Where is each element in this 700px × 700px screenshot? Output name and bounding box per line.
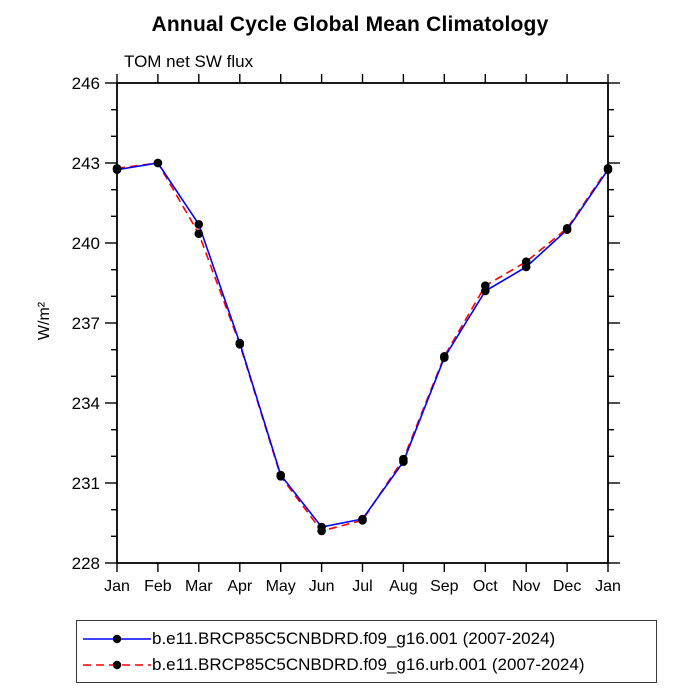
svg-text:234: 234 (72, 394, 100, 413)
svg-text:Oct: Oct (473, 578, 498, 595)
svg-text:237: 237 (72, 314, 100, 333)
svg-text:Jan: Jan (595, 578, 621, 595)
svg-text:Mar: Mar (185, 578, 213, 595)
legend-swatch-dashed-line-icon (83, 660, 151, 669)
chart-subtitle: TOM net SW flux (124, 52, 254, 71)
y-axis-ticks (105, 82, 620, 564)
x-axis-ticks (116, 74, 609, 572)
data-point-marker (317, 526, 326, 536)
legend-row-series-2: b.e11.BRCP85C5CNBDRD.f09_g16.urb.001 (20… (80, 654, 656, 674)
svg-text:231: 231 (72, 474, 100, 493)
svg-text:Feb: Feb (144, 578, 172, 595)
data-point-marker (235, 340, 245, 349)
svg-text:243: 243 (72, 154, 100, 173)
data-point-marker (399, 454, 408, 464)
svg-text:240: 240 (72, 234, 100, 253)
data-point-marker (194, 220, 204, 229)
legend-label-series-1: b.e11.BRCP85C5CNBDRD.f09_g16.001 (2007-2… (152, 628, 556, 648)
svg-text:Nov: Nov (512, 578, 540, 595)
data-point-marker (440, 352, 449, 361)
data-point-marker (276, 472, 286, 481)
svg-text:Dec: Dec (553, 578, 581, 595)
svg-text:Jun: Jun (309, 578, 335, 595)
data-point-marker (481, 281, 490, 291)
svg-text:May: May (266, 578, 296, 595)
legend-label-series-2: b.e11.BRCP85C5CNBDRD.f09_g16.urb.001 (20… (152, 654, 585, 674)
x-axis-tick-labels: Jan Feb Mar Apr May Jun Jul Aug Sep Oct Nov Dec Jan (104, 578, 621, 595)
svg-text:246: 246 (72, 74, 100, 93)
data-point-marker (153, 158, 163, 168)
y-axis-tick-labels: 228 231 234 237 240 243 246 (72, 74, 100, 573)
svg-text:Jul: Jul (352, 578, 372, 595)
svg-text:Sep: Sep (430, 578, 459, 595)
data-point-marker (521, 257, 531, 267)
legend-row-series-1: b.e11.BRCP85C5CNBDRD.f09_g16.001 (2007-2… (80, 628, 656, 648)
chart-title: Annual Cycle Global Mean Climatology (151, 13, 549, 36)
svg-text:Jan: Jan (104, 578, 130, 595)
svg-text:Apr: Apr (227, 578, 253, 595)
data-point-marker (603, 164, 613, 173)
svg-text:Aug: Aug (389, 578, 417, 595)
data-point-marker (194, 229, 204, 238)
data-point-marker (358, 516, 367, 525)
series-line (116, 162, 609, 528)
axis-frame (116, 82, 609, 564)
svg-text:228: 228 (72, 554, 100, 573)
legend: b.e11.BRCP85C5CNBDRD.f09_g16.001 (2007-2… (76, 620, 657, 683)
legend-swatch-solid-line-icon (83, 634, 151, 643)
data-point-marker (562, 224, 572, 233)
series-line (116, 162, 609, 532)
data-point-marker (112, 164, 122, 173)
